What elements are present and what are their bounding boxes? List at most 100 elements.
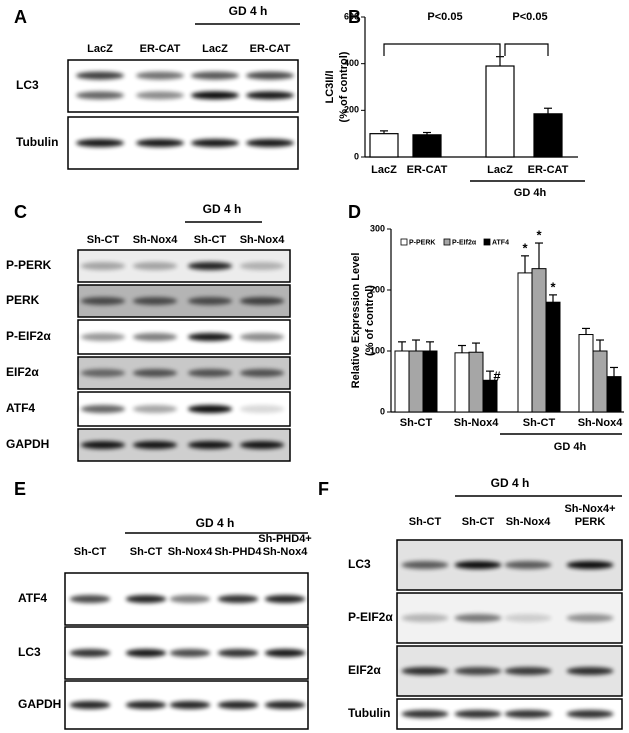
band — [135, 91, 185, 100]
band — [454, 667, 502, 675]
row-label: EIF2α — [348, 663, 381, 677]
lane-label: ER-CAT — [250, 43, 291, 55]
bar — [422, 350, 438, 413]
band — [190, 139, 240, 147]
band — [169, 649, 211, 657]
row-label: P-EIF2α — [348, 610, 393, 624]
x-tick-label: ER-CAT — [528, 164, 569, 176]
lane-label: Sh-CT — [74, 546, 107, 558]
band — [132, 441, 178, 449]
band — [132, 333, 178, 341]
band — [75, 139, 125, 147]
bar — [369, 133, 399, 158]
band — [454, 710, 502, 718]
annotation: * — [536, 227, 542, 242]
panel-letter: A — [14, 7, 27, 27]
band — [217, 649, 259, 657]
band — [80, 405, 126, 413]
band — [454, 614, 502, 622]
bar — [408, 350, 424, 413]
band — [264, 595, 306, 603]
significance-bracket — [383, 43, 501, 56]
band — [69, 649, 111, 657]
lane-label: Sh-CT — [409, 516, 442, 528]
band — [80, 441, 126, 449]
legend-swatch — [483, 238, 491, 246]
y-axis-label: (% of control) — [364, 285, 376, 356]
bar — [545, 301, 561, 413]
row-label: LC3 — [18, 645, 41, 659]
lane-label: Sh-Nox4 — [168, 546, 214, 558]
lane-label: Sh-CT — [87, 234, 120, 246]
group-label: GD 4 h — [203, 202, 242, 216]
band — [187, 369, 233, 377]
legend-swatch — [443, 238, 451, 246]
bar — [533, 113, 563, 158]
band — [132, 405, 178, 413]
band — [504, 614, 552, 622]
group-label: GD 4h — [514, 187, 547, 199]
bar — [485, 65, 515, 158]
band — [187, 333, 233, 341]
band — [132, 262, 178, 270]
band — [239, 262, 285, 270]
group-label: GD 4 h — [196, 516, 235, 530]
band — [401, 710, 449, 718]
row-label: LC3 — [16, 78, 39, 92]
y-axis-label: (% of control) — [338, 51, 350, 122]
row-label: PERK — [6, 293, 40, 307]
lane-label: ER-CAT — [140, 43, 181, 55]
x-tick-label: ER-CAT — [407, 164, 448, 176]
bar — [578, 334, 594, 413]
band — [264, 701, 306, 709]
bar — [517, 272, 533, 413]
annotation: P<0.05 — [512, 11, 547, 23]
row-label: ATF4 — [6, 401, 35, 415]
band — [239, 405, 285, 413]
row-label: LC3 — [348, 557, 371, 571]
row-label: ATF4 — [18, 591, 47, 605]
band — [125, 701, 167, 709]
row-label: GAPDH — [6, 437, 49, 451]
x-tick-label: Sh-CT — [400, 417, 433, 429]
band — [132, 297, 178, 305]
band — [69, 701, 111, 709]
band — [132, 369, 178, 377]
band — [187, 441, 233, 449]
row-label: P-EIF2α — [6, 329, 51, 343]
band — [264, 649, 306, 657]
lane-label: Sh-Nox4 — [133, 234, 179, 246]
band — [566, 614, 614, 622]
annotation: P<0.05 — [427, 11, 462, 23]
band — [401, 561, 449, 569]
lane-label: Sh-Nox4 — [240, 234, 286, 246]
band — [217, 701, 259, 709]
bar — [482, 379, 498, 413]
bar — [531, 268, 547, 413]
lane-label: Sh-CT — [194, 234, 227, 246]
band — [504, 710, 552, 718]
band — [69, 595, 111, 603]
band — [454, 561, 502, 569]
band — [190, 91, 240, 100]
band — [125, 595, 167, 603]
band — [245, 139, 295, 147]
row-label: EIF2α — [6, 365, 39, 379]
annotation: * — [522, 240, 528, 255]
band — [401, 614, 449, 622]
row-label: GAPDH — [18, 697, 61, 711]
y-axis-label: Relative Expression Level — [350, 253, 362, 389]
band — [245, 71, 295, 80]
band — [239, 441, 285, 449]
y-tick-label: 200 — [344, 105, 359, 115]
band — [504, 561, 552, 569]
bar — [412, 134, 442, 158]
x-tick-label: Sh-Nox4 — [578, 417, 624, 429]
band — [75, 71, 125, 80]
panel-letter: F — [318, 479, 329, 499]
band — [80, 333, 126, 341]
y-tick-label: 100 — [370, 345, 385, 355]
lane-label: LacZ — [87, 43, 113, 55]
y-axis-label: LC3II/I — [324, 70, 336, 103]
row-label: P-PERK — [6, 258, 52, 272]
